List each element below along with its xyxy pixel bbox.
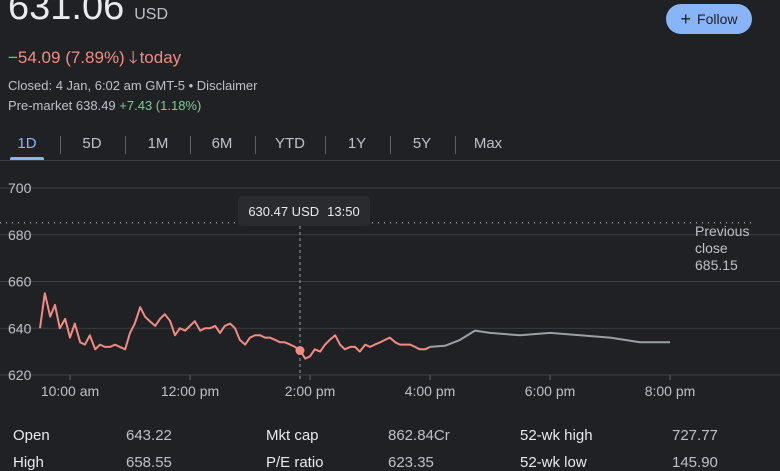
follow-button[interactable]: + Follow	[666, 4, 752, 34]
stat-value-open: 643.22	[126, 427, 172, 444]
x-tick-label: 4:00 pm	[405, 383, 456, 399]
currency-label: USD	[134, 6, 169, 23]
tab-divider	[190, 136, 191, 154]
tab-ytd[interactable]: YTD	[275, 135, 305, 152]
tab-divider	[390, 136, 391, 154]
stat-label-pe-ratio: P/E ratio	[266, 454, 324, 471]
price-change: −54.09 (7.89%) 🡓 today	[8, 45, 181, 74]
change-value: −54.09 (7.89%)	[8, 48, 125, 67]
stat-label-high: High	[13, 454, 44, 471]
stat-value-high: 658.55	[126, 454, 172, 471]
previous-close-value: 685.15	[695, 257, 738, 273]
tab-divider	[125, 136, 126, 154]
tab-1m[interactable]: 1M	[147, 135, 169, 152]
time-range-tabs: 1D 5D 1M 6M YTD 1Y 5Y Max	[0, 130, 780, 160]
x-tick-label: 6:00 pm	[525, 383, 576, 399]
stat-value-mkt-cap: 862.84Cr	[388, 427, 450, 444]
tab-1d[interactable]: 1D	[10, 130, 44, 160]
chart-tooltip: 630.47 USD 13:50	[238, 196, 370, 226]
quote-header: 631.06 USD	[8, 0, 168, 29]
stat-value-52wk-low: 145.90	[672, 454, 718, 471]
tab-divider	[60, 136, 61, 154]
y-tick-label: 620	[8, 367, 32, 383]
market-status: Closed: 4 Jan, 6:02 am GMT-5 • Disclaime…	[8, 78, 258, 93]
previous-close-label: Previous close 685.15	[695, 223, 749, 274]
y-tick-label: 640	[8, 320, 32, 336]
hover-point	[295, 346, 305, 356]
tooltip-price: 630.47 USD	[248, 203, 320, 219]
tab-1y[interactable]: 1Y	[347, 135, 367, 152]
y-tick-label: 660	[8, 274, 32, 290]
y-axis-labels: 700 680 660 640 620	[8, 180, 32, 383]
x-tick-label: 8:00 pm	[645, 383, 696, 399]
tab-max[interactable]: Max	[473, 135, 503, 152]
tabs-divider	[0, 160, 780, 161]
stat-value-52wk-high: 727.77	[672, 427, 718, 444]
tab-divider	[455, 136, 456, 154]
plus-icon: +	[680, 9, 692, 29]
premarket-info: Pre-market 638.49 +7.43 (1.18%)	[8, 98, 201, 113]
series-line-after-hours	[429, 329, 670, 348]
previous-close-text-2: close	[695, 240, 728, 256]
stat-label-open: Open	[13, 427, 50, 444]
change-period: today	[139, 48, 182, 67]
x-tick-label: 12:00 pm	[161, 383, 219, 399]
tab-5d[interactable]: 5D	[82, 135, 102, 152]
y-tick-label: 680	[8, 227, 32, 243]
current-price: 631.06	[8, 0, 125, 28]
premarket-price: Pre-market 638.49	[8, 98, 116, 113]
previous-close-text-1: Previous	[695, 223, 750, 239]
x-tick-label: 2:00 pm	[285, 383, 336, 399]
stat-label-mkt-cap: Mkt cap	[266, 427, 319, 444]
x-tick-label: 10:00 am	[41, 383, 99, 399]
stat-value-pe-ratio: 623.35	[388, 454, 434, 471]
tab-5y[interactable]: 5Y	[412, 135, 432, 152]
tab-divider	[255, 136, 256, 154]
tab-6m[interactable]: 6M	[211, 135, 233, 152]
arrow-down-icon: 🡓	[128, 48, 138, 67]
follow-label: Follow	[697, 11, 738, 27]
chart-gridlines	[0, 187, 780, 380]
stat-label-52wk-low: 52-wk low	[520, 454, 587, 471]
stat-label-52wk-high: 52-wk high	[520, 427, 593, 444]
y-tick-label: 700	[8, 180, 32, 196]
tooltip-time: 13:50	[327, 203, 360, 219]
premarket-change: +7.43 (1.18%)	[119, 98, 202, 113]
hover-marker	[295, 346, 305, 356]
price-chart[interactable]: 700 680 660 640 620 10:00 am 12:00 pm 2:00 pm 4…	[0, 170, 780, 410]
x-axis-labels: 10:00 am 12:00 pm 2:00 pm 4:00 pm 6:00 pm 8:0…	[41, 383, 695, 399]
tab-divider	[325, 136, 326, 154]
chart-series	[39, 292, 670, 360]
series-line-regular	[39, 292, 431, 360]
